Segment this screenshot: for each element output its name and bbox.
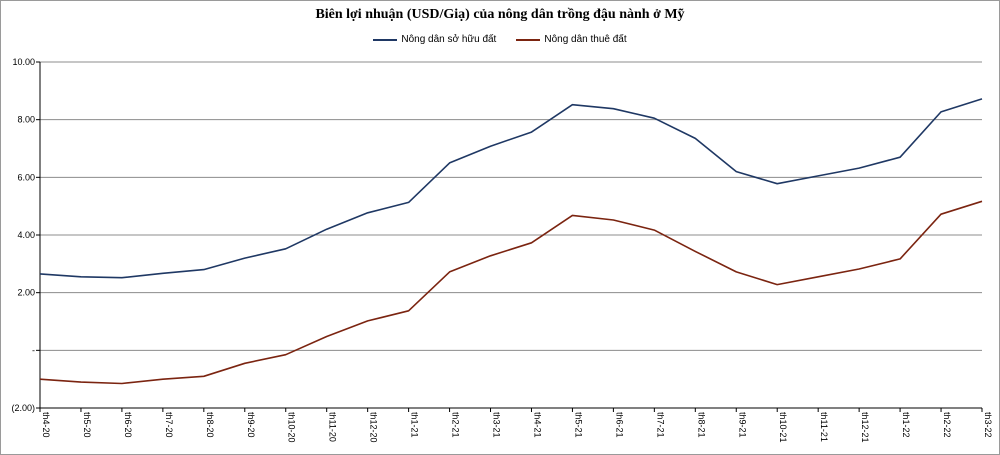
chart-title: Biên lợi nhuận (USD/Giạ) của nông dân tr… xyxy=(315,7,685,22)
x-tick-label: th11-20 xyxy=(328,412,338,442)
legend-item-renter: Nông dân thuê đất xyxy=(516,34,627,45)
y-tick-label: (2.00) xyxy=(11,403,35,413)
x-tick-label: th5-21 xyxy=(573,412,583,438)
x-tick-label: th3-21 xyxy=(492,412,502,438)
legend-item-owner: Nông dân sở hữu đất xyxy=(373,34,496,45)
x-tick-label: th6-20 xyxy=(123,412,133,438)
x-tick-label: th10-21 xyxy=(778,412,788,443)
y-tick-label: - xyxy=(32,345,35,355)
y-tick-label: 4.00 xyxy=(17,230,35,240)
x-tick-label: th2-21 xyxy=(451,412,461,438)
legend-swatch-owner xyxy=(373,38,398,41)
x-tick-label: th2-22 xyxy=(942,412,952,438)
series-line-1 xyxy=(39,200,983,385)
x-tick-label: th7-21 xyxy=(655,412,665,438)
x-tick-label: th3-22 xyxy=(983,412,993,438)
x-tick-label: th12-21 xyxy=(860,412,870,443)
x-tick-label: th1-21 xyxy=(410,412,420,438)
x-tick-label: th11-21 xyxy=(819,412,829,442)
y-tick-label: 2.00 xyxy=(17,288,35,298)
x-tick-label: th8-20 xyxy=(205,412,215,438)
legend-label-renter: Nông dân thuê đất xyxy=(544,34,627,45)
y-tick-label: 6.00 xyxy=(17,172,35,182)
x-tick-label: th4-20 xyxy=(41,412,51,438)
x-tick-label: th7-20 xyxy=(164,412,174,438)
x-tick-label: th6-21 xyxy=(614,412,624,438)
series-line-0 xyxy=(39,98,983,279)
y-tick-label: 10.00 xyxy=(12,57,35,67)
x-tick-label: th8-21 xyxy=(696,412,706,438)
legend-swatch-renter xyxy=(516,38,541,41)
x-tick-label: th10-20 xyxy=(287,412,297,443)
y-tick-label: 8.00 xyxy=(17,115,35,125)
x-tick-label: th4-21 xyxy=(532,412,542,438)
x-tick-label: th9-21 xyxy=(737,412,747,438)
x-tick-label: th5-20 xyxy=(82,412,92,438)
x-tick-label: th9-20 xyxy=(246,412,256,438)
chart-legend: Nông dân sở hữu đất Nông dân thuê đất xyxy=(0,34,1000,45)
legend-label-owner: Nông dân sở hữu đất xyxy=(401,34,497,45)
x-tick-label: th1-22 xyxy=(901,412,911,438)
x-tick-label: th12-20 xyxy=(369,412,379,443)
